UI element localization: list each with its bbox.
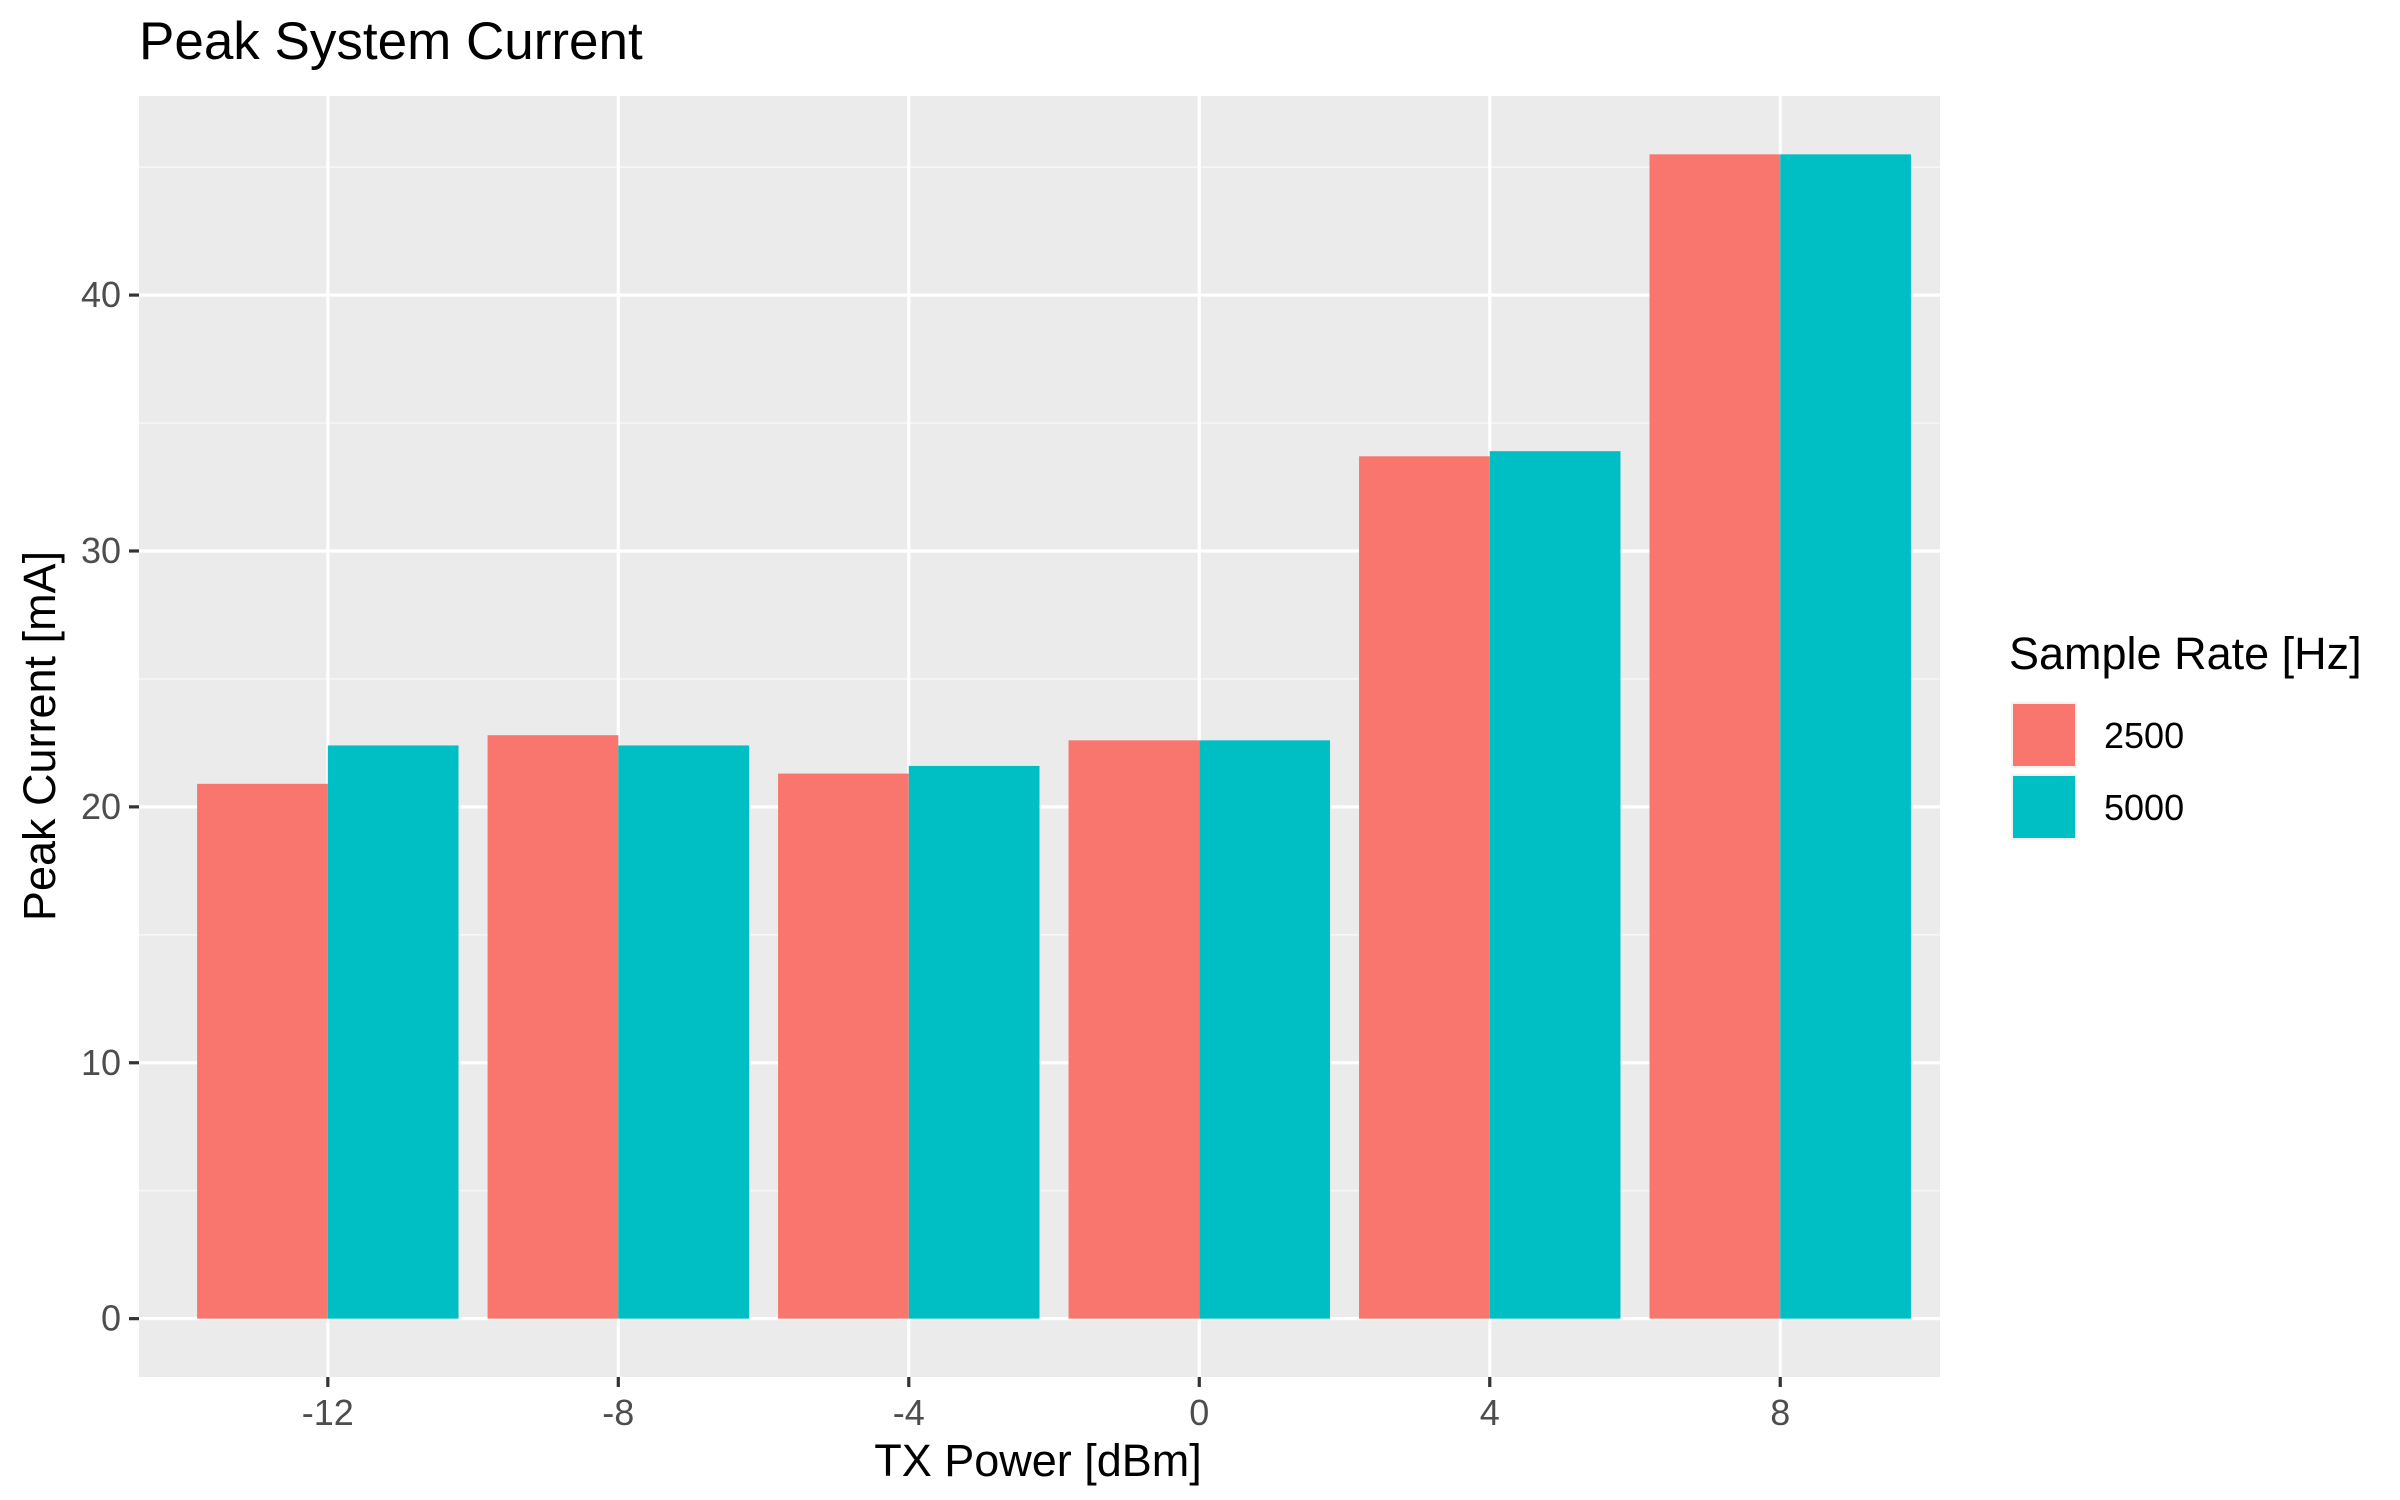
bar-5000-0: [1199, 740, 1330, 1319]
legend-title: Sample Rate [Hz]: [2009, 628, 2362, 679]
bar-2500--4: [778, 773, 909, 1319]
y-axis-title: Peak Current [mA]: [14, 551, 65, 921]
chart-title: Peak System Current: [139, 12, 643, 71]
bars-layer: [197, 154, 1911, 1319]
y-tick-label: 0: [101, 1298, 121, 1339]
bar-2500-4: [1359, 456, 1490, 1319]
bar-5000-8: [1780, 154, 1911, 1319]
x-tick-label: -4: [893, 1392, 925, 1433]
bar-2500--8: [487, 735, 619, 1319]
legend-items: 2500 5000: [2011, 702, 2184, 840]
y-tick-label: 30: [81, 530, 121, 571]
x-tick-label: -12: [302, 1392, 354, 1433]
bar-2500-8: [1649, 154, 1781, 1319]
legend: Sample Rate [Hz] 2500 5000: [2009, 628, 2362, 840]
x-tick-label: 4: [1480, 1392, 1500, 1433]
y-tick-label: 20: [81, 786, 121, 827]
x-tick-label: 8: [1770, 1392, 1790, 1433]
bar-2500--12: [197, 783, 328, 1319]
x-axis-title: TX Power [dBm]: [874, 1435, 1202, 1486]
y-tick-label: 10: [81, 1042, 121, 1083]
bar-2500-0: [1068, 740, 1200, 1319]
legend-key-5000: [2013, 776, 2075, 838]
bar-5000-4: [1489, 451, 1621, 1319]
legend-label-2500: 2500: [2104, 715, 2184, 756]
y-tick-label: 40: [81, 274, 121, 315]
bar-5000--12: [327, 745, 459, 1319]
bar-5000--4: [908, 765, 1040, 1319]
x-tick-label: -8: [602, 1392, 634, 1433]
y-axis: 0 10 20 30 40: [81, 274, 139, 1339]
legend-label-5000: 5000: [2104, 787, 2184, 828]
x-tick-label: 0: [1189, 1392, 1209, 1433]
bar-5000--8: [618, 745, 750, 1319]
legend-key-2500: [2013, 704, 2075, 766]
x-axis: -12 -8 -4 0 4 8: [302, 1377, 1790, 1433]
